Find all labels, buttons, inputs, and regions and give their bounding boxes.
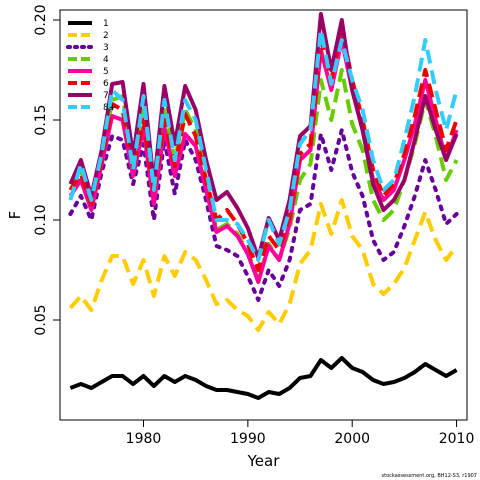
plot-area: 1980 1990 2000 2010 0.05 0.10 0.15 0.20 1 2 3 4 5 6… — [33, 4, 474, 447]
series-line-8plus — [68, 28, 459, 262]
y-tick-label: 0.15 — [33, 104, 49, 135]
y-axis: 0.05 0.10 0.15 0.20 — [33, 4, 60, 336]
legend-label: 5 — [103, 67, 109, 77]
legend-label: 1 — [103, 19, 109, 29]
x-tick-label: 2010 — [439, 431, 475, 447]
series-line-2 — [68, 198, 459, 332]
series-line-3 — [68, 128, 459, 302]
legend: 1 2 3 4 5 6 7 8+ — [66, 19, 116, 113]
x-tick-label: 2000 — [334, 431, 370, 447]
series-layer — [68, 12, 459, 400]
x-tick-label: 1980 — [126, 431, 162, 447]
x-tick-label: 1990 — [230, 431, 266, 447]
legend-label: 3 — [103, 43, 109, 53]
y-axis-label: F — [6, 211, 24, 220]
legend-label: 7 — [103, 91, 109, 101]
y-tick-label: 0.05 — [33, 304, 49, 335]
series-line-1 — [69, 356, 458, 400]
plot-frame — [59, 9, 468, 421]
legend-label: 2 — [103, 31, 109, 41]
x-axis-label: Year — [247, 452, 281, 470]
legend-label: 6 — [103, 79, 109, 89]
credit-text: stockassessment.org, BH12-S3, r1907 — [382, 473, 477, 479]
y-tick-label: 0.10 — [33, 204, 49, 235]
y-tick-label: 0.20 — [33, 4, 49, 35]
x-axis: 1980 1990 2000 2010 — [126, 420, 475, 447]
legend-label: 8+ — [103, 103, 116, 113]
legend-label: 4 — [103, 55, 109, 65]
